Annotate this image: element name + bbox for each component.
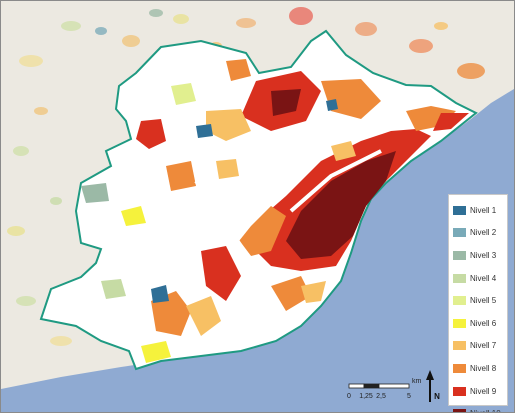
north-arrow-icon — [426, 370, 434, 402]
legend-item: Nivell 9 — [453, 380, 503, 403]
legend-item: Nivell 4 — [453, 267, 503, 290]
legend-swatch — [453, 318, 466, 328]
legend-swatch — [453, 363, 466, 373]
scale-segment — [348, 383, 365, 389]
legend-label: Nivell 6 — [470, 318, 497, 328]
north-arrow: N — [426, 370, 440, 402]
scale-tick-2: 2,5 — [376, 393, 386, 400]
legend-label: Nivell 1 — [470, 205, 497, 215]
outer-region-patches — [7, 7, 485, 346]
legend-swatch — [453, 341, 466, 351]
legend-swatch — [453, 250, 466, 260]
legend-item: Nivell 3 — [453, 244, 503, 267]
legend-label: Nivell 4 — [470, 273, 497, 283]
scale-tick-0: 0 — [347, 393, 351, 400]
legend-label: Nivell 9 — [470, 386, 497, 396]
scale-tick-3: 5 — [407, 393, 411, 400]
scale-segment — [378, 383, 410, 389]
north-label: N — [434, 392, 440, 401]
legend-swatch — [453, 386, 466, 396]
legend-item: Nivell 1 — [453, 199, 503, 222]
corridors — [194, 149, 382, 288]
legend-item: Nivell 7 — [453, 335, 503, 358]
legend-label: Nivell 8 — [470, 363, 497, 373]
scale-unit: km — [412, 378, 422, 385]
legend-label: Nivell 3 — [470, 250, 497, 260]
study-area — [39, 29, 478, 371]
legend-swatch — [453, 273, 466, 283]
legend-item: Nivell 6 — [453, 312, 503, 335]
sea — [1, 89, 514, 412]
scale-bar: 0 1,25 2,5 5 km — [347, 378, 422, 400]
legend-label: Nivell 7 — [470, 341, 497, 351]
legend: Nivell 1 Nivell 2 Nivell 3 Nivell 4 Nivell 5… — [448, 194, 508, 412]
legend-label: Nivell 5 — [470, 296, 497, 306]
scale-tick-1: 1,25 — [359, 393, 373, 400]
scale-segment — [363, 383, 380, 389]
legend-swatch — [453, 409, 466, 412]
legend-swatch — [453, 296, 466, 306]
legend-swatch — [453, 205, 466, 215]
legend-label: Nivell 2 — [470, 228, 497, 238]
legend-item: Nivell 10 — [453, 402, 503, 412]
legend-item: Nivell 5 — [453, 289, 503, 312]
legend-item: Nivell 8 — [453, 357, 503, 380]
legend-item: Nivell 2 — [453, 222, 503, 245]
vulnerability-zones — [81, 59, 469, 363]
legend-label: Nivell 10 — [470, 409, 501, 412]
legend-swatch — [453, 228, 466, 238]
